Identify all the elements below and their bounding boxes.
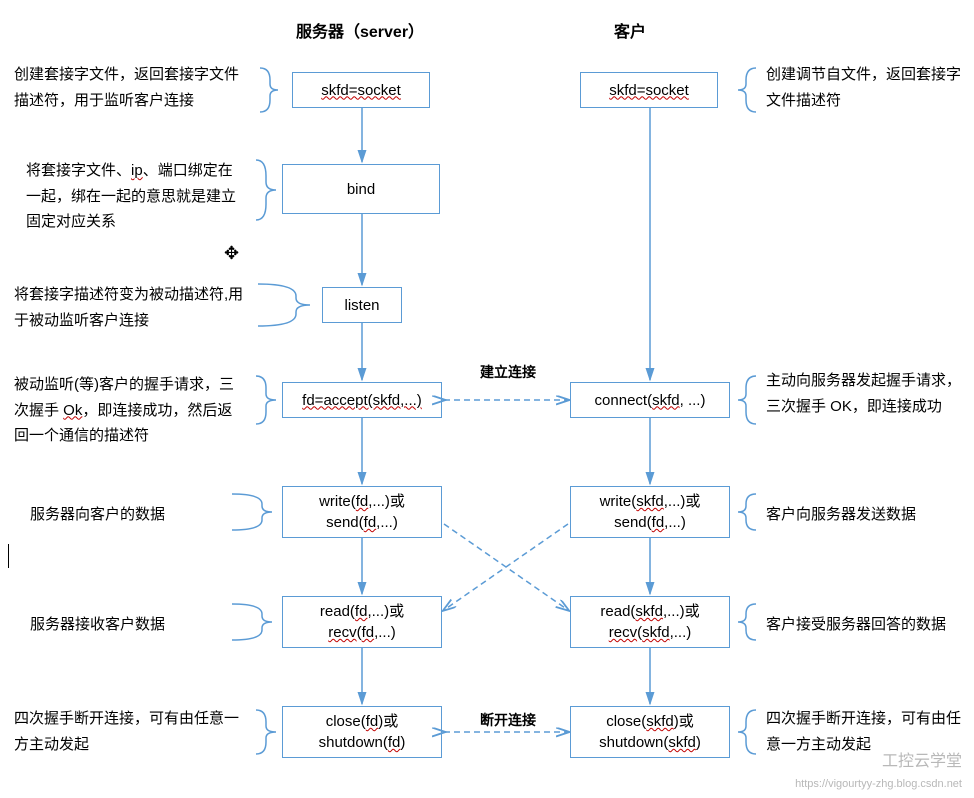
note-client-close: 四次握手断开连接，可有由任意一方主动发起 [766,706,966,757]
note-client-socket: 创建调节自文件，返回套接字文件描述符 [766,62,966,113]
box-label: close(fd)或shutdown(fd) [319,711,406,753]
box-label: bind [347,179,375,200]
label-disconnect: 断开连接 [480,710,536,730]
client-read-box: read(skfd,...)或recv(skfd,...) [570,596,730,648]
watermark-line2: https://vigourtyy-zhg.blog.csdn.net [795,778,962,790]
text-cursor [8,544,9,568]
box-label: skfd=socket [321,80,401,101]
note-client-read: 客户接受服务器回答的数据 [766,612,966,638]
server-bind-box: bind [282,164,440,214]
client-header: 客户 [614,18,646,42]
client-write-box: write(skfd,...)或send(fd,...) [570,486,730,538]
note-server-accept: 被动监听(等)客户的握手请求，三次握手 Ok，即连接成功，然后返回一个通信的描述… [14,372,244,449]
note-server-listen: 将套接字描述符变为被动描述符,用于被动监听客户连接 [14,282,244,333]
client-socket-box: skfd=socket [580,72,718,108]
crosshair-cursor: ✥ [224,243,239,264]
note-server-socket: 创建套接字文件，返回套接字文件描述符，用于监听客户连接 [14,62,244,113]
box-label: close(skfd)或shutdown(skfd) [599,711,701,753]
box-label: read(fd,...)或recv(fd,...) [320,601,404,643]
watermark: 工控云学堂 https://vigourtyy-zhg.blog.csdn.ne… [795,751,962,792]
server-write-box: write(fd,...)或send(fd,...) [282,486,442,538]
note-client-write: 客户向服务器发送数据 [766,502,966,528]
box-label: skfd=socket [609,80,689,101]
watermark-line1: 工控云学堂 [882,753,962,770]
note-server-close: 四次握手断开连接，可有由任意一方主动发起 [14,706,244,757]
label-connect: 建立连接 [480,362,536,382]
server-header: 服务器（server） [296,18,424,42]
box-label: read(skfd,...)或recv(skfd,...) [600,601,699,643]
client-close-box: close(skfd)或shutdown(skfd) [570,706,730,758]
box-label: connect(skfd, ...) [595,390,706,411]
server-accept-box: fd=accept(skfd,...) [282,382,442,418]
box-label: write(skfd,...)或send(fd,...) [600,491,701,533]
server-close-box: close(fd)或shutdown(fd) [282,706,442,758]
server-listen-box: listen [322,287,402,323]
note-server-bind: 将套接字文件、ip、端口绑定在一起，绑在一起的意思就是建立固定对应关系 [26,158,244,235]
note-server-read: 服务器接收客户数据 [30,612,230,638]
server-read-box: read(fd,...)或recv(fd,...) [282,596,442,648]
note-client-connect: 主动向服务器发起握手请求，三次握手 OK，即连接成功 [766,368,966,419]
box-label: fd=accept(skfd,...) [302,390,422,411]
client-connect-box: connect(skfd, ...) [570,382,730,418]
box-label: listen [344,295,379,316]
note-server-write: 服务器向客户的数据 [30,502,230,528]
server-socket-box: skfd=socket [292,72,430,108]
box-label: write(fd,...)或send(fd,...) [319,491,405,533]
